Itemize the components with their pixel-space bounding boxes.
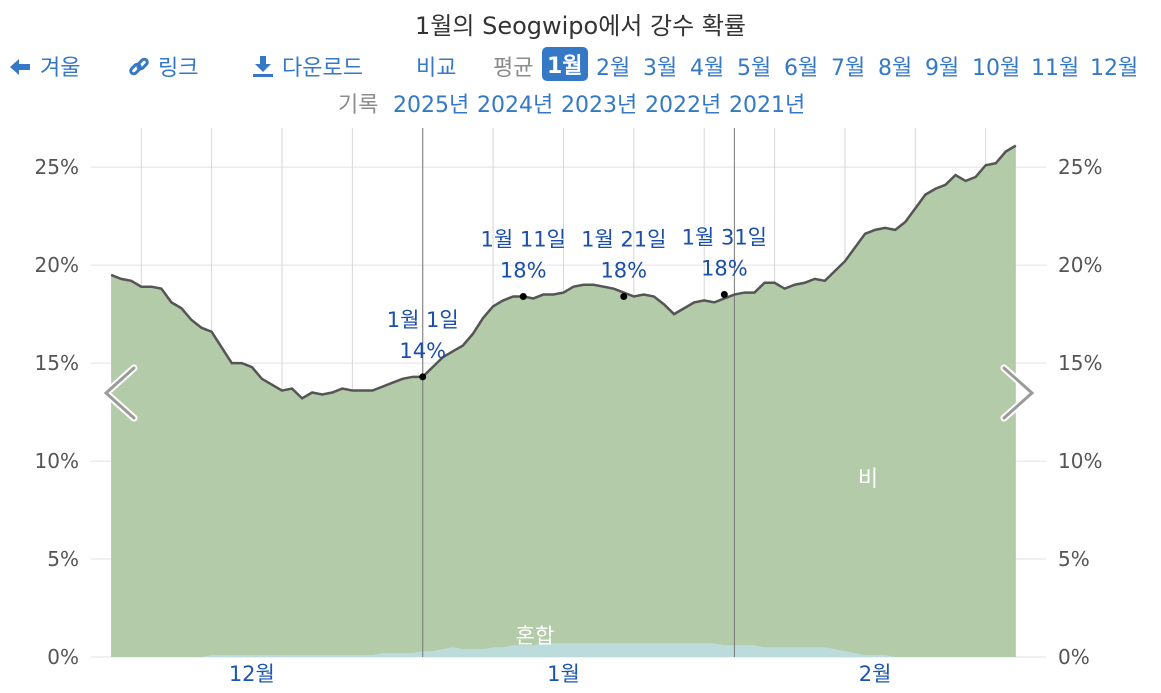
y-tick-left: 25% xyxy=(35,155,79,179)
link-label: 링크 xyxy=(158,56,199,81)
y-tick-left: 10% xyxy=(35,449,79,473)
link-icon xyxy=(128,53,150,81)
rain-line xyxy=(110,144,1017,400)
prev-season-label: 겨울 xyxy=(40,56,81,81)
month-tab-7[interactable]: 7월 xyxy=(831,56,866,81)
month-tab-6[interactable]: 6월 xyxy=(784,56,819,81)
annotation-value: 18% xyxy=(600,258,647,282)
series-label-mixed: 혼합 xyxy=(516,624,555,648)
average-label: 평균 xyxy=(493,56,534,81)
download-icon xyxy=(252,53,274,81)
y-tick-right: 25% xyxy=(1058,155,1102,179)
prev-season-link[interactable]: 겨울 xyxy=(8,50,80,82)
annotation-value: 18% xyxy=(701,257,748,281)
record-year-2023[interactable]: 2023년 xyxy=(561,93,638,118)
x-month-label: 2월 xyxy=(859,662,892,686)
download-button[interactable]: 다운로드 xyxy=(252,50,363,82)
record-year-2025[interactable]: 2025년 xyxy=(393,93,470,118)
chevron-right-icon[interactable] xyxy=(1002,366,1035,420)
mixed-area xyxy=(111,643,1016,657)
annotation-value: 18% xyxy=(500,258,547,282)
annotation-value: 14% xyxy=(399,339,446,363)
nav-bar: 겨울 링크 다운로드 비교 평균 1월 2월 3월 4월 5월 6월 7월 8월 9월 10월 11… xyxy=(0,47,1161,84)
annotation-date: 1월 31일 xyxy=(682,226,767,250)
month-tab-1[interactable]: 1월 xyxy=(542,47,588,81)
x-month-label: 12월 xyxy=(229,662,275,686)
annotation-dot xyxy=(620,292,628,300)
month-tab-5[interactable]: 5월 xyxy=(737,56,772,81)
records-bar: 기록 2025년 2024년 2023년 2022년 2021년 xyxy=(0,87,1161,118)
y-tick-left: 0% xyxy=(47,645,79,669)
month-tab-10[interactable]: 10월 xyxy=(972,56,1021,81)
records-label: 기록 xyxy=(338,93,379,118)
series-label-rain: 비 xyxy=(858,467,878,492)
download-label: 다운로드 xyxy=(282,56,363,81)
chevron-left-icon[interactable] xyxy=(103,366,136,420)
month-tab-4[interactable]: 4월 xyxy=(690,56,725,81)
arrow-left-icon xyxy=(8,55,32,81)
month-tab-8[interactable]: 8월 xyxy=(878,56,913,81)
annotation-dot xyxy=(519,292,527,300)
record-year-2024[interactable]: 2024년 xyxy=(477,93,554,118)
record-year-2022[interactable]: 2022년 xyxy=(645,93,722,118)
chart-title: 1월의 Seogwipo에서 강수 확률 xyxy=(415,12,746,40)
annotation-dot xyxy=(720,291,728,299)
y-tick-right: 20% xyxy=(1058,253,1102,277)
y-tick-right: 10% xyxy=(1058,449,1102,473)
annotation-date: 1월 1일 xyxy=(387,308,459,332)
annotation-date: 1월 11일 xyxy=(481,227,566,251)
y-tick-left: 5% xyxy=(47,547,79,571)
month-tab-2[interactable]: 2월 xyxy=(596,56,631,81)
y-tick-right: 0% xyxy=(1058,645,1090,669)
compare-link[interactable]: 비교 xyxy=(416,56,457,81)
month-tab-12[interactable]: 12월 xyxy=(1090,56,1139,81)
annotation-date: 1월 21일 xyxy=(581,227,666,251)
rain-area xyxy=(111,145,1016,657)
y-tick-left: 20% xyxy=(35,253,79,277)
month-tab-3[interactable]: 3월 xyxy=(643,56,678,81)
y-tick-left: 15% xyxy=(35,351,79,375)
y-tick-right: 5% xyxy=(1058,547,1090,571)
annotation-dot xyxy=(419,373,427,381)
month-tab-11[interactable]: 11월 xyxy=(1031,56,1080,81)
link-button[interactable]: 링크 xyxy=(128,50,198,82)
x-month-label: 1월 xyxy=(547,662,580,686)
y-tick-right: 15% xyxy=(1058,351,1102,375)
month-tab-9[interactable]: 9월 xyxy=(925,56,960,81)
record-year-2021[interactable]: 2021년 xyxy=(729,93,806,118)
